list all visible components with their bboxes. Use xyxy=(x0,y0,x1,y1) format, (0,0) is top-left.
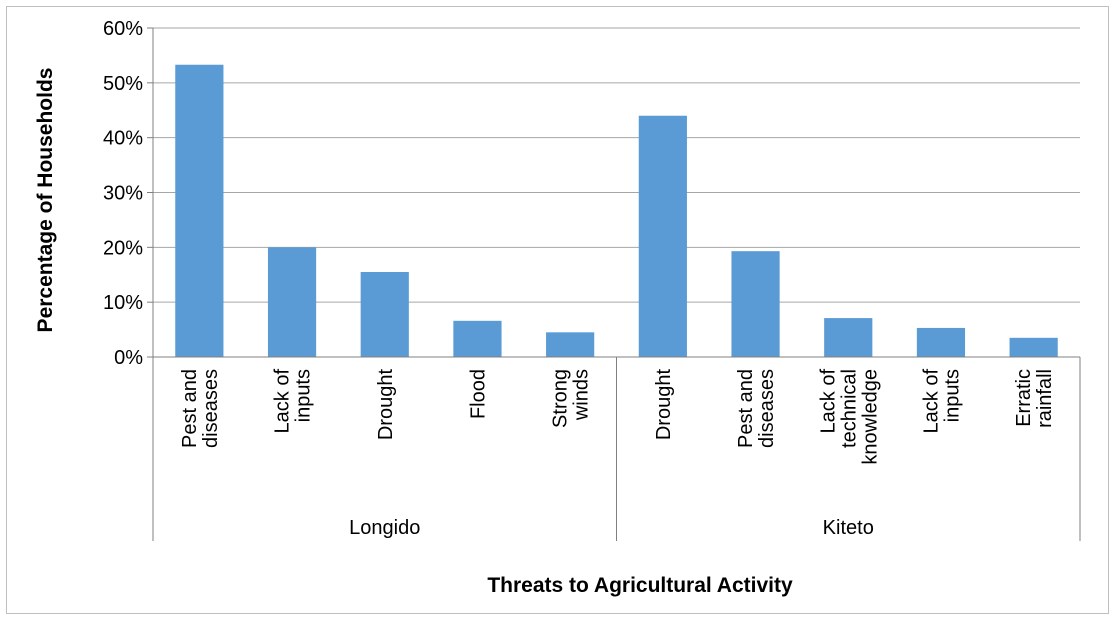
bar xyxy=(453,321,501,357)
bar xyxy=(639,116,687,357)
x-group-labels: Longido Kiteto xyxy=(349,517,874,539)
y-tick-label: 10% xyxy=(103,292,143,314)
x-category-label: Lack ofinputs xyxy=(272,369,315,434)
bar xyxy=(731,251,779,357)
y-axis-title: Percentage of Households xyxy=(34,68,57,333)
x-category-label: Drought xyxy=(653,369,675,441)
x-category-label: Strongwinds xyxy=(550,369,593,428)
y-tick-labels: 0% 10% 20% 30% 40% 50% 60% xyxy=(103,18,143,369)
bars xyxy=(175,65,1058,357)
y-tick-label: 40% xyxy=(103,128,143,150)
bar xyxy=(1010,338,1058,357)
y-tick-label: 20% xyxy=(103,237,143,259)
bar xyxy=(917,328,965,357)
bar xyxy=(175,65,223,357)
x-group-label: Longido xyxy=(349,517,420,539)
x-category-label: Erraticrainfall xyxy=(1013,369,1056,428)
x-axis-title: Threats to Agricultural Activity xyxy=(487,574,793,597)
x-category-label: Drought xyxy=(375,369,397,441)
bar xyxy=(268,247,316,357)
x-category-label: Lack ofinputs xyxy=(920,369,963,434)
bar xyxy=(361,272,409,357)
y-tick-label: 0% xyxy=(114,347,143,369)
bar xyxy=(824,318,872,357)
x-category-labels: Pest anddiseases Lack ofinputs Drought Floo… xyxy=(179,369,1056,465)
x-category-label: Lack oftechnicalknowledge xyxy=(817,369,881,465)
x-category-label: Pest anddiseases xyxy=(735,369,778,448)
y-tick-label: 30% xyxy=(103,183,143,205)
y-tick-label: 60% xyxy=(103,18,143,40)
y-tick-label: 50% xyxy=(103,73,143,95)
x-group-label: Kiteto xyxy=(823,517,874,539)
x-category-label: Pest anddiseases xyxy=(179,369,222,448)
bar xyxy=(546,332,594,357)
x-category-label: Flood xyxy=(467,369,489,419)
